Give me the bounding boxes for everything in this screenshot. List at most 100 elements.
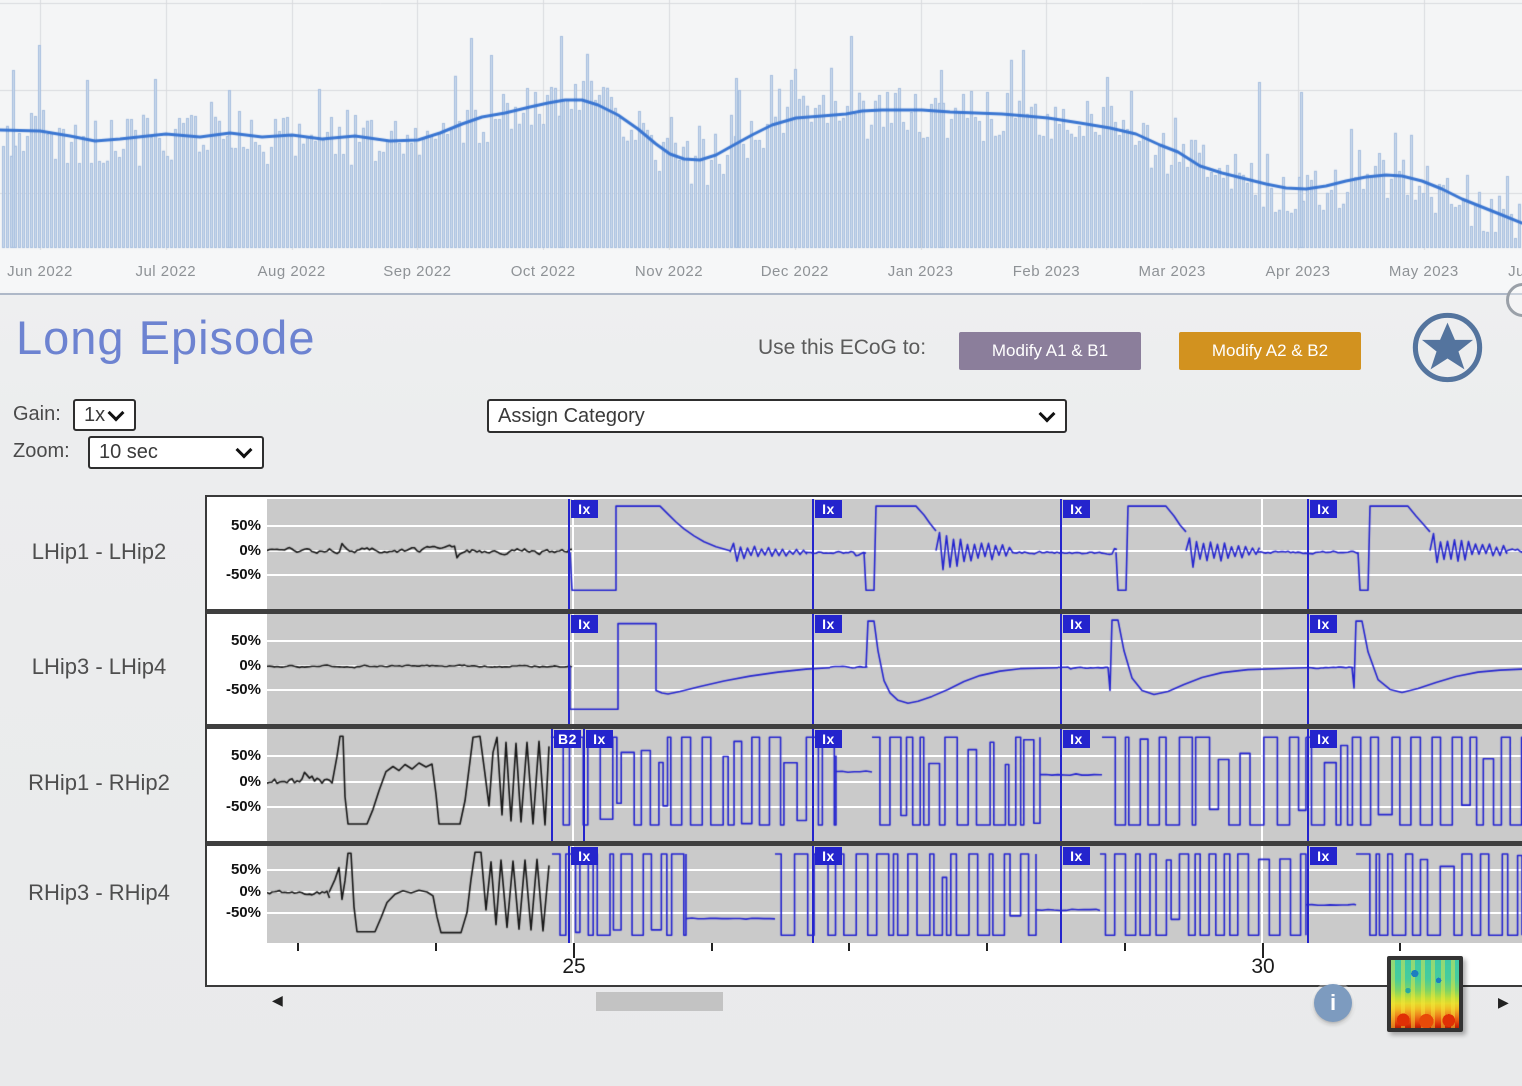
gain-value: 1x <box>84 403 106 426</box>
event-marker-flag-ix[interactable]: Ix <box>815 730 842 748</box>
favorite-star-button[interactable] <box>1411 311 1484 384</box>
event-marker-flag-b2[interactable]: B2 <box>554 730 581 748</box>
x-axis-tick <box>1399 943 1401 951</box>
y-axis-tick-label: -50% <box>225 681 261 699</box>
timeline-month-label: Nov 2022 <box>634 263 704 280</box>
gain-select[interactable]: 1x <box>73 399 136 431</box>
gain-label: Gain: <box>13 403 61 425</box>
event-marker-line <box>812 846 814 943</box>
timeline-month-label-partial: Jun 2023 <box>1508 263 1522 280</box>
x-axis-tick-label: 25 <box>562 955 586 978</box>
timeline-month-axis: Jun 2022 Jul 2022 Aug 2022 Sep 2022 Oct 2022… <box>0 250 1522 291</box>
event-marker-line <box>1060 729 1062 841</box>
modify-a1-b1-button[interactable]: Modify A1 & B1 <box>959 332 1141 370</box>
chevron-down-icon <box>235 441 253 459</box>
y-axis-tick-label: 0% <box>239 541 261 559</box>
y-axis-tick-label: 50% <box>230 747 261 765</box>
ecog-plot-area[interactable]: Ix Ix Ix Ix <box>267 846 1522 943</box>
event-marker-flag-ix[interactable]: Ix <box>815 500 842 518</box>
timeline-canvas[interactable] <box>0 0 1522 250</box>
channel-label: LHip3 - LHip4 <box>31 654 167 679</box>
x-axis-tick <box>435 943 437 951</box>
channel-label: LHip1 - LHip2 <box>31 539 167 564</box>
spectrogram-thumbnail[interactable] <box>1387 956 1463 1032</box>
y-axis-tick-label: 0% <box>239 772 261 790</box>
channel-label: RHip3 - RHip4 <box>28 879 170 905</box>
y-axis-tick-label: 0% <box>239 882 261 900</box>
timeline-month-label: Jun 2022 <box>7 263 73 280</box>
timeline-month-label: Jan 2023 <box>887 263 954 280</box>
event-marker-flag-ix[interactable]: Ix <box>571 500 598 518</box>
event-marker-line <box>583 729 585 841</box>
modify-a2-b2-button[interactable]: Modify A2 & B2 <box>1179 332 1361 370</box>
scrollbar-thumb[interactable] <box>596 992 723 1011</box>
event-marker-flag-ix[interactable]: Ix <box>815 615 842 633</box>
x-axis-tick <box>711 943 713 951</box>
channel-label: RHip1 - RHip2 <box>28 770 170 795</box>
timeline-month-label: Aug 2022 <box>257 263 326 280</box>
timeline-month-label: Feb 2023 <box>1012 263 1081 280</box>
event-marker-line <box>1060 499 1062 609</box>
event-marker-line <box>1307 499 1309 609</box>
timeline-month-label: Apr 2023 <box>1265 263 1331 280</box>
event-marker-flag-ix[interactable]: Ix <box>571 615 598 633</box>
event-marker-line <box>1307 846 1309 943</box>
zoom-value: 10 sec <box>99 441 158 463</box>
event-marker-line <box>1307 614 1309 724</box>
scroll-left-arrow[interactable]: ◀ <box>272 992 283 1008</box>
timeline-month-label: Sep 2022 <box>383 263 452 280</box>
event-marker-line <box>812 499 814 609</box>
event-marker-line <box>1060 614 1062 724</box>
x-axis-tick <box>573 943 575 958</box>
event-marker-flag-ix[interactable]: Ix <box>1063 500 1090 518</box>
event-marker-line <box>1307 729 1309 841</box>
y-axis-tick-label: 50% <box>230 860 261 878</box>
panel-separator <box>207 724 1522 729</box>
ecog-channel-panel[interactable]: 50% 0% -50% Ix Ix Ix Ix <box>207 846 1522 943</box>
timeline-month-label: Mar 2023 <box>1138 263 1206 280</box>
use-ecog-label: Use this ECoG to: <box>758 336 927 359</box>
event-marker-flag-ix[interactable]: Ix <box>586 730 613 748</box>
event-marker-flag-ix[interactable]: Ix <box>1310 730 1337 748</box>
y-axis-tick-label: -50% <box>225 797 261 815</box>
event-marker-flag-ix[interactable]: Ix <box>571 847 598 865</box>
event-marker-flag-ix[interactable]: Ix <box>1310 500 1337 518</box>
event-marker-flag-ix[interactable]: Ix <box>1063 615 1090 633</box>
ecog-x-axis: 25 30 <box>207 943 1522 985</box>
x-axis-tick <box>1262 943 1264 958</box>
timeline-month-label: Jul 2022 <box>135 263 197 280</box>
zoom-select[interactable]: 10 sec <box>88 436 264 469</box>
ecog-channel-panel[interactable]: 50% 0% -50% B2 Ix Ix Ix Ix <box>207 729 1522 841</box>
ecog-plot-area[interactable]: B2 Ix Ix Ix Ix <box>267 729 1522 841</box>
panel-separator <box>207 609 1522 614</box>
ecog-plot-area[interactable]: Ix Ix Ix Ix <box>267 614 1522 724</box>
episode-timeline-chart[interactable]: Jun 2022 Jul 2022 Aug 2022 Sep 2022 Oct 2022… <box>0 0 1522 295</box>
x-axis-tick <box>986 943 988 951</box>
x-axis-tick <box>297 943 299 951</box>
ecog-plot-area[interactable]: Ix Ix Ix Ix <box>267 499 1522 609</box>
event-marker-line <box>568 499 570 609</box>
assign-category-value: Assign Category <box>498 404 645 427</box>
chevron-down-icon <box>107 404 125 421</box>
timeline-month-label: May 2023 <box>1388 263 1459 280</box>
event-marker-line <box>568 846 570 943</box>
event-marker-line <box>551 729 553 841</box>
assign-category-select[interactable]: Assign Category <box>487 399 1067 433</box>
scroll-right-arrow[interactable]: ▶ <box>1498 994 1509 1010</box>
x-axis-tick <box>1124 943 1126 951</box>
x-axis-tick <box>848 943 850 951</box>
event-marker-flag-ix[interactable]: Ix <box>815 847 842 865</box>
y-axis-tick-label: 0% <box>239 656 261 674</box>
event-marker-flag-ix[interactable]: Ix <box>1310 615 1337 633</box>
y-axis-tick-label: 50% <box>230 631 261 649</box>
ecog-viewer[interactable]: 50% 0% -50% Ix Ix Ix Ix 50% 0% -50% Ix Ix Ix Ix 50% 0% -… <box>205 495 1522 987</box>
event-marker-flag-ix[interactable]: Ix <box>1063 847 1090 865</box>
ecog-channel-panel[interactable]: 50% 0% -50% Ix Ix Ix Ix <box>207 614 1522 724</box>
ecog-channel-panel[interactable]: 50% 0% -50% Ix Ix Ix Ix <box>207 499 1522 609</box>
star-icon <box>1412 312 1483 383</box>
y-axis-tick-label: -50% <box>225 904 261 922</box>
event-marker-flag-ix[interactable]: Ix <box>1310 847 1337 865</box>
event-marker-flag-ix[interactable]: Ix <box>1063 730 1090 748</box>
info-icon[interactable]: i <box>1314 984 1352 1022</box>
